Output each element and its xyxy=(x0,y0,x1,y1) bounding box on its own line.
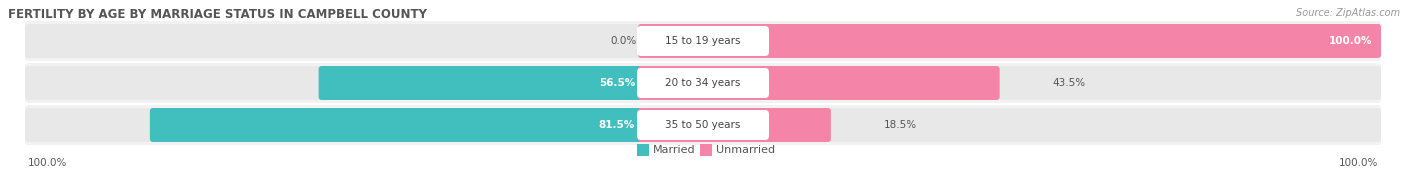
FancyBboxPatch shape xyxy=(25,105,1381,145)
FancyBboxPatch shape xyxy=(700,144,711,156)
Text: 100.0%: 100.0% xyxy=(28,158,67,168)
Text: 35 to 50 years: 35 to 50 years xyxy=(665,120,741,130)
FancyBboxPatch shape xyxy=(638,66,1000,100)
FancyBboxPatch shape xyxy=(638,24,1381,58)
FancyBboxPatch shape xyxy=(637,110,769,140)
FancyBboxPatch shape xyxy=(25,24,1381,58)
Text: 0.0%: 0.0% xyxy=(610,36,637,46)
Text: 18.5%: 18.5% xyxy=(884,120,917,130)
FancyBboxPatch shape xyxy=(637,144,650,156)
Text: 20 to 34 years: 20 to 34 years xyxy=(665,78,741,88)
Text: 81.5%: 81.5% xyxy=(599,120,636,130)
FancyBboxPatch shape xyxy=(25,66,1381,100)
FancyBboxPatch shape xyxy=(637,26,769,56)
Text: Source: ZipAtlas.com: Source: ZipAtlas.com xyxy=(1296,8,1400,18)
Text: 100.0%: 100.0% xyxy=(1339,158,1378,168)
FancyBboxPatch shape xyxy=(25,108,1381,142)
Text: 15 to 19 years: 15 to 19 years xyxy=(665,36,741,46)
FancyBboxPatch shape xyxy=(637,68,769,98)
FancyBboxPatch shape xyxy=(25,21,1381,61)
FancyBboxPatch shape xyxy=(150,108,768,142)
Text: FERTILITY BY AGE BY MARRIAGE STATUS IN CAMPBELL COUNTY: FERTILITY BY AGE BY MARRIAGE STATUS IN C… xyxy=(8,8,427,21)
FancyBboxPatch shape xyxy=(25,63,1381,103)
Text: 43.5%: 43.5% xyxy=(1053,78,1085,88)
Text: Married: Married xyxy=(652,145,696,155)
Text: Unmarried: Unmarried xyxy=(716,145,775,155)
FancyBboxPatch shape xyxy=(319,66,768,100)
Text: 100.0%: 100.0% xyxy=(1329,36,1372,46)
FancyBboxPatch shape xyxy=(638,108,831,142)
Text: 56.5%: 56.5% xyxy=(599,78,636,88)
